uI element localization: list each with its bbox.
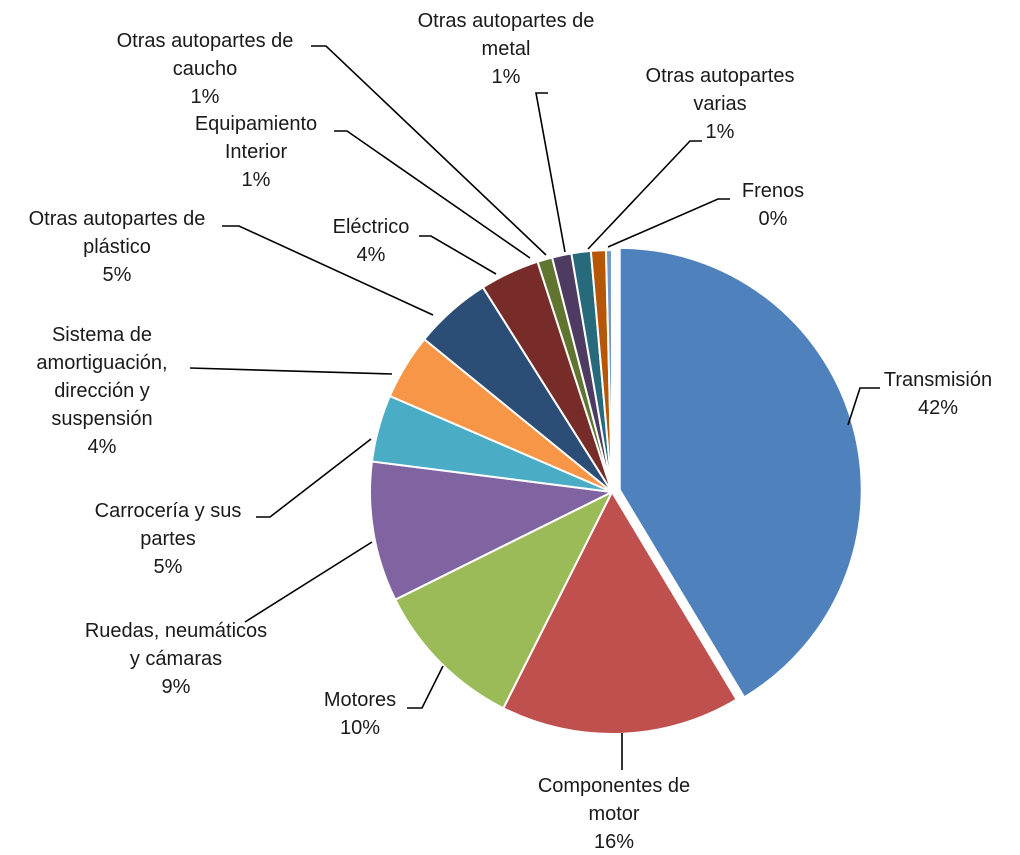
leader-line	[587, 140, 702, 250]
slice-label-line: Componentes de	[538, 775, 690, 797]
slice-label-line: plástico	[83, 236, 151, 258]
leader-line	[607, 198, 730, 248]
slice-label-line: varias	[693, 93, 746, 115]
slice-label-line: motor	[588, 803, 639, 825]
leader-line	[847, 387, 880, 426]
slice-percent: 16%	[594, 831, 634, 853]
slice-label-line: Sistema de	[52, 324, 152, 346]
slice-label-line: Equipamiento	[195, 113, 317, 135]
slice-label: Motores 10%	[324, 689, 396, 739]
leader-line	[407, 665, 444, 709]
pie-slice	[604, 248, 613, 493]
slice-percent: 1%	[242, 169, 271, 191]
slice-label: Sistema de amortiguación, dirección y suspe…	[36, 324, 167, 458]
slice-percent: 10%	[340, 717, 380, 739]
slice-label: Transmisión 42%	[884, 369, 992, 419]
slice-label: Equipamiento Interior 1%	[195, 113, 317, 191]
pie-slice	[393, 489, 615, 710]
slice-label-line: y cámaras	[130, 648, 222, 670]
slice-percent: 5%	[154, 556, 183, 578]
slice-label: Eléctrico 4%	[333, 216, 410, 266]
pie-slice	[618, 246, 863, 699]
slice-label-line: Transmisión	[884, 369, 992, 391]
slice-percent: 5%	[103, 264, 132, 286]
slice-label-line: Eléctrico	[333, 216, 410, 238]
slice-label-line: dirección y	[54, 380, 150, 402]
slice-label: Otras autopartes de caucho 1%	[117, 30, 294, 108]
slice-label-line: Otras autopartes de	[29, 208, 206, 230]
slice-percent: 9%	[162, 676, 191, 698]
slice-label-line: Carrocería y sus	[95, 500, 242, 522]
leader-line	[256, 438, 372, 518]
slice-labels: Transmisión 42% Componentes de motor 16% Moto…	[29, 10, 992, 853]
pie-slice	[369, 460, 616, 602]
slice-label: Otras autopartes de plástico 5%	[29, 208, 206, 286]
slice-label: Otras autopartes varias 1%	[646, 65, 795, 143]
slice-label-line: partes	[140, 528, 196, 550]
slice-label-line: caucho	[173, 58, 238, 80]
slice-label-line: amortiguación,	[36, 352, 167, 374]
slice-percent: 0%	[759, 208, 788, 230]
slice-label-line: Frenos	[742, 180, 804, 202]
leader-line	[244, 541, 373, 623]
pie-slices	[369, 246, 863, 735]
slice-label-line: Interior	[225, 141, 288, 163]
slice-percent: 1%	[191, 86, 220, 108]
slice-label-line: Otras autopartes	[646, 65, 795, 87]
slice-percent: 1%	[492, 66, 521, 88]
slice-percent: 42%	[918, 397, 958, 419]
slice-label-line: Ruedas, neumáticos	[85, 620, 267, 642]
slice-label: Frenos 0%	[742, 180, 804, 230]
leader-line	[189, 367, 393, 375]
slice-label-line: suspensión	[51, 408, 152, 430]
slice-label-line: Otras autopartes de	[418, 10, 595, 32]
slice-percent: 4%	[357, 244, 386, 266]
leader-lines	[189, 45, 880, 770]
slice-label-line: Otras autopartes de	[117, 30, 294, 52]
slice-percent: 1%	[706, 121, 735, 143]
slice-label: Otras autopartes de metal 1%	[418, 10, 595, 88]
leader-line	[419, 235, 497, 275]
leader-line	[222, 225, 434, 316]
slice-label: Ruedas, neumáticos y cámaras 9%	[85, 620, 267, 698]
slice-label-line: Motores	[324, 689, 396, 711]
slice-label-line: metal	[482, 38, 531, 60]
slice-label: Carrocería y sus partes 5%	[95, 500, 242, 578]
slice-percent: 4%	[88, 436, 117, 458]
slice-label: Componentes de motor 16%	[538, 775, 690, 853]
leader-line	[535, 92, 566, 253]
pie-slice	[501, 489, 738, 735]
leader-line	[334, 130, 531, 259]
leader-line	[311, 45, 547, 256]
